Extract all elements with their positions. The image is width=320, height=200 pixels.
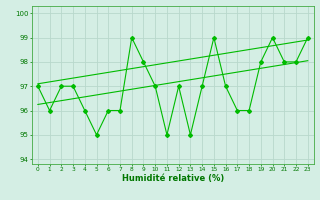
X-axis label: Humidité relative (%): Humidité relative (%)	[122, 174, 224, 183]
